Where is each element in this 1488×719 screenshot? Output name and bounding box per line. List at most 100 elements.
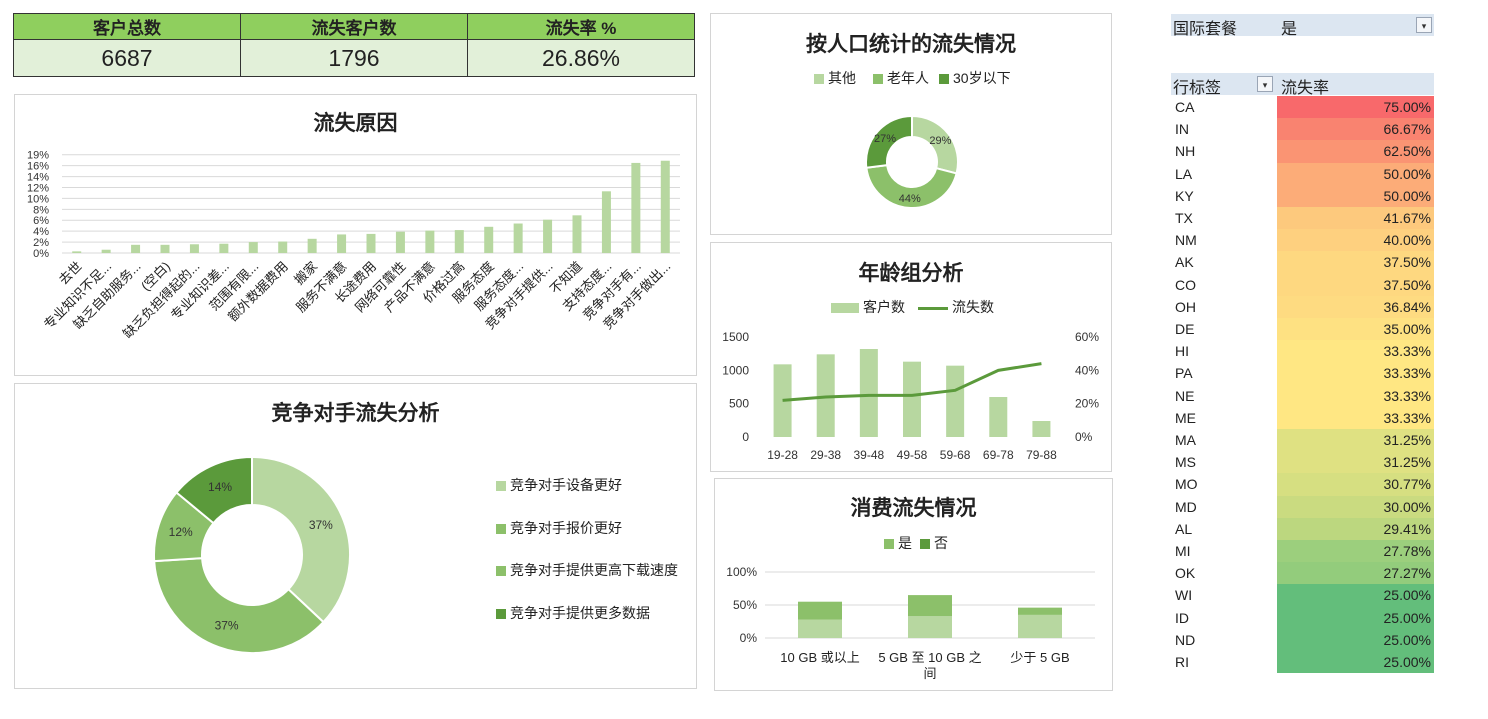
- pivot-header: 行标签 ▾ 流失率: [1171, 73, 1434, 97]
- bar[interactable]: [601, 191, 611, 253]
- competitor-legend-item: 竞争对手设备更好: [496, 475, 622, 495]
- bar-segment-yes[interactable]: [1018, 614, 1062, 638]
- bar[interactable]: [395, 231, 405, 253]
- bar-segment-yes[interactable]: [798, 619, 842, 638]
- bar-segment-no[interactable]: [798, 601, 842, 620]
- legend-swatch: [814, 74, 824, 85]
- pie-slice[interactable]: [865, 114, 913, 169]
- competitor-legend-item: 竞争对手提供更多数据: [496, 603, 650, 623]
- pivot-row-state: TX: [1175, 210, 1193, 226]
- slice-label: 37%: [215, 619, 239, 633]
- row-filter-icon[interactable]: ▾: [1257, 76, 1273, 92]
- chart-reasons-panel[interactable]: 流失原因 0% 2% 4% 6% 8% 10% 12% 14% 16% 19% 去世 专业知识不足..…: [14, 94, 697, 376]
- pivot-row-state: MS: [1175, 454, 1196, 471]
- pivot-row-rate: 31.25%: [1277, 429, 1434, 452]
- bar[interactable]: [278, 241, 288, 253]
- pivot-row-rate: 37.50%: [1277, 251, 1434, 274]
- chart-demographics-panel[interactable]: 按人口统计的流失情况 其他 老年人 30岁以下 29% 44% 27%: [710, 13, 1112, 235]
- bar[interactable]: [773, 364, 792, 437]
- pivot-row-state: DE: [1175, 321, 1195, 337]
- pivot-row[interactable]: MO 30.77%: [1171, 473, 1434, 496]
- pivot-row[interactable]: NM 40.00%: [1171, 229, 1434, 252]
- pivot-row[interactable]: OK 27.27%: [1171, 562, 1434, 585]
- bar[interactable]: [946, 365, 965, 437]
- pivot-row[interactable]: CA 75.00%: [1171, 96, 1434, 119]
- pivot-filter[interactable]: 国际套餐 是 ▾: [1171, 14, 1434, 38]
- bar[interactable]: [903, 361, 921, 437]
- pivot-row[interactable]: KY 50.00%: [1171, 184, 1434, 207]
- pivot-row[interactable]: DE 35.00%: [1171, 318, 1434, 341]
- pivot-row[interactable]: AL 29.41%: [1171, 517, 1434, 540]
- pivot-row[interactable]: TX 41.67%: [1171, 207, 1434, 230]
- pivot-row-rate: 25.00%: [1277, 606, 1434, 629]
- y-right-tick: 40%: [1075, 363, 1099, 377]
- y-tick-label: 100%: [726, 565, 757, 579]
- bar[interactable]: [307, 238, 317, 253]
- x-tick-label: 5 GB 至 10 GB 之间: [878, 650, 981, 681]
- bar[interactable]: [72, 251, 82, 253]
- kpi-header-rate: 流失率 %: [467, 13, 695, 40]
- bar[interactable]: [484, 226, 494, 253]
- bar[interactable]: [248, 242, 258, 253]
- bar-segment-yes[interactable]: [908, 616, 952, 638]
- chart-reasons-svg: 0%2%4%6%8%10%12%14%16%19%去世专业知识不足...缺乏自助…: [27, 150, 680, 341]
- pivot-row[interactable]: OH 36.84%: [1171, 295, 1434, 318]
- bar[interactable]: [131, 244, 141, 253]
- pivot-row[interactable]: ME 33.33%: [1171, 406, 1434, 429]
- demographics-legend-item: 其他: [814, 68, 856, 88]
- bar[interactable]: [454, 230, 464, 253]
- pivot-row[interactable]: MA 31.25%: [1171, 429, 1434, 452]
- pivot-row[interactable]: PA 33.33%: [1171, 362, 1434, 385]
- pie-slice[interactable]: [251, 455, 351, 624]
- pivot-row[interactable]: MI 27.78%: [1171, 540, 1434, 563]
- bar[interactable]: [189, 244, 199, 253]
- bar[interactable]: [859, 349, 878, 437]
- pie-slice[interactable]: [865, 164, 958, 209]
- pivot-row[interactable]: MS 31.25%: [1171, 451, 1434, 474]
- bar[interactable]: [1032, 421, 1051, 437]
- pivot-row[interactable]: NH 62.50%: [1171, 140, 1434, 163]
- bar[interactable]: [101, 249, 111, 253]
- pivot-row-state: HI: [1175, 343, 1189, 360]
- chart-competitor-panel[interactable]: 竞争对手流失分析 37% 37% 12% 14% 竞争对手设备更好 竞争对手报价更好 …: [14, 383, 697, 689]
- chart-age-title: 年龄组分析: [858, 262, 964, 285]
- bar[interactable]: [337, 234, 347, 253]
- pivot-row[interactable]: IN 66.67%: [1171, 118, 1434, 141]
- pivot-row-rate: 66.67%: [1277, 118, 1434, 141]
- pivot-row-state: PA: [1175, 365, 1193, 382]
- pivot-row[interactable]: RI 25.00%: [1171, 651, 1434, 674]
- bar[interactable]: [160, 244, 170, 253]
- filter-dropdown-icon[interactable]: ▾: [1416, 17, 1432, 33]
- bar-segment-no[interactable]: [1018, 607, 1062, 615]
- pivot-row[interactable]: HI 33.33%: [1171, 340, 1434, 363]
- bar[interactable]: [425, 230, 435, 253]
- pivot-row-state: MO: [1175, 476, 1198, 493]
- bar[interactable]: [543, 219, 553, 253]
- pivot-row[interactable]: WI 25.00%: [1171, 584, 1434, 607]
- pivot-row[interactable]: LA 50.00%: [1171, 162, 1434, 185]
- y-tick-label: 6%: [33, 215, 49, 227]
- kpi-value-churned: 1796: [240, 39, 468, 77]
- pivot-row-state: AK: [1175, 254, 1194, 271]
- bar[interactable]: [989, 397, 1008, 437]
- bar[interactable]: [513, 223, 523, 253]
- chart-consumption-panel[interactable]: 消费流失情况 是 否 0% 50% 100% 10 GB 或以上 5 GB 至 10 G…: [714, 478, 1113, 691]
- pivot-row[interactable]: NE 33.33%: [1171, 384, 1434, 407]
- pivot-row[interactable]: AK 37.50%: [1171, 251, 1434, 274]
- pivot-row-state: NE: [1175, 387, 1195, 404]
- bar[interactable]: [366, 233, 376, 253]
- pivot-row[interactable]: CO 37.50%: [1171, 273, 1434, 296]
- bar[interactable]: [219, 243, 229, 253]
- line-series[interactable]: [782, 362, 1042, 402]
- pie-slice[interactable]: [175, 455, 253, 525]
- bar[interactable]: [660, 160, 670, 253]
- chart-age-panel[interactable]: 年龄组分析 客户数 流失数 0 500 1000 1500 0% 20% 40% 60% 19-…: [710, 242, 1112, 472]
- pie-slice[interactable]: [153, 557, 325, 654]
- bar[interactable]: [572, 215, 582, 253]
- bar[interactable]: [631, 162, 641, 253]
- pivot-row-state: OK: [1175, 565, 1196, 582]
- pivot-row[interactable]: ID 25.00%: [1171, 606, 1434, 629]
- pivot-row[interactable]: MD 30.00%: [1171, 495, 1434, 518]
- pivot-row[interactable]: ND 25.00%: [1171, 628, 1434, 651]
- bar-segment-no[interactable]: [908, 595, 952, 617]
